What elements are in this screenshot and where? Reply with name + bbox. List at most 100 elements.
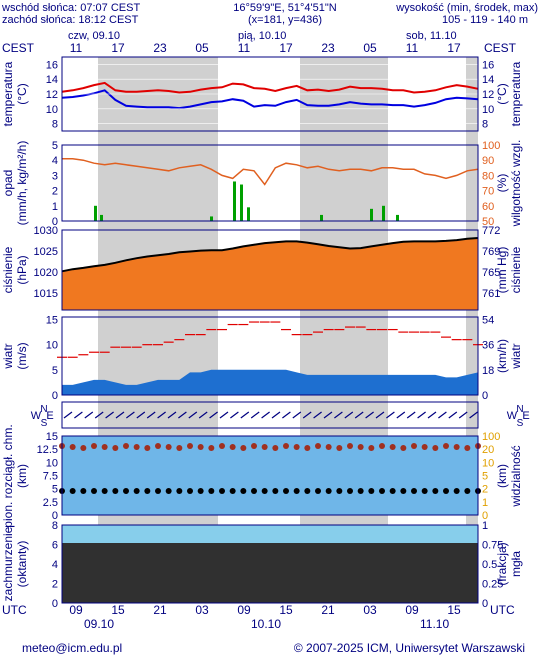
wind-arrow (365, 411, 374, 419)
cloud-base-dot (368, 488, 375, 494)
wind-arrow (230, 411, 239, 419)
cloud-base-dot (400, 488, 407, 494)
wind-arrow (209, 411, 218, 419)
ylabel-right: (%) (495, 174, 509, 193)
bottom-hour-label: 09 (69, 603, 83, 617)
cloud-top-dot (144, 445, 151, 451)
cloud-base-dot (91, 488, 97, 494)
date-label-1: czw, 09.10 (68, 30, 120, 42)
wind-arrow (250, 411, 260, 419)
wind-arrow (406, 411, 416, 419)
ylabel-left: wiatr (1, 343, 15, 369)
ylabel-left: pion. rozciągł. chm. (1, 424, 15, 527)
cloud-top-dot (240, 445, 247, 451)
ylabel-left: opad (1, 170, 15, 197)
top-hour-label: 11 (238, 41, 251, 55)
pressure-tick-hpa: 1030 (34, 225, 58, 237)
bottom-tz-right: UTC (490, 603, 515, 617)
wind-tick-ms: 5 (52, 365, 58, 377)
cloud-top-dot (208, 445, 215, 451)
night-band (98, 57, 218, 603)
wind-dir-e: E (46, 410, 53, 422)
precip-bar (94, 205, 97, 221)
top-hour-label: 05 (363, 41, 377, 55)
wind-arrow (469, 411, 478, 419)
fog-tick: 0.75 (482, 540, 503, 552)
fog-tick: 0 (482, 598, 488, 610)
top-hour-label: 11 (406, 41, 419, 55)
pressure-area (62, 238, 478, 310)
top-time-axis: CEST CEST czw, 09.10 pią, 10.10 sob, 11.… (2, 30, 517, 55)
ylabel-right: (°C) (495, 83, 509, 104)
cloud-top-dot (176, 445, 183, 451)
cloud-base-dot (261, 488, 268, 494)
precip-tick: 5 (52, 140, 58, 152)
cloud-vis-bg (62, 436, 478, 515)
cloud-top-dot (91, 443, 97, 449)
cloud-base-dot (432, 488, 439, 494)
temp-tick-right: 8 (482, 119, 488, 131)
cloud-top-dot (379, 443, 385, 449)
wind-tick-kmh: 18 (482, 365, 494, 377)
cloud-tick: 2.5 (43, 497, 58, 509)
visibility-tick: 2 (482, 484, 488, 496)
cloud-top-dot (261, 444, 268, 450)
footer-email[interactable]: meteo@icm.edu.pl (22, 641, 122, 655)
ylabel-left: (m/s) (15, 342, 29, 369)
wind-arrow (292, 411, 302, 419)
cloud-top-dot (421, 444, 428, 450)
cloud-tick: 15 (46, 431, 58, 443)
cloud-top-dot (357, 444, 364, 450)
ylabel-right: ciśnienie (509, 246, 523, 293)
cloud-base-dot (133, 488, 140, 494)
top-hour-label: 17 (279, 41, 293, 55)
cloud-base-dot (336, 488, 343, 494)
wind-dir-n-right: N (516, 404, 523, 415)
cloud-top-dot (219, 443, 225, 449)
wind-arrow (136, 411, 146, 419)
wind-arrow (188, 411, 198, 419)
precip-tick: 1 (52, 201, 58, 213)
cloud-top-dot (187, 443, 193, 449)
sunset-text: zachód słońca: 18:12 CEST (2, 14, 139, 26)
wind-dir-s: S (41, 418, 48, 429)
wind-arrow (240, 411, 250, 419)
wind-dir-n: N (40, 404, 47, 415)
pressure-tick-mmhg: 765 (482, 267, 500, 279)
temperature-panel (61, 56, 479, 132)
precip-panel (61, 144, 479, 222)
bottom-hour-label: 03 (363, 603, 377, 617)
precip-tick: 4 (52, 155, 58, 167)
cloud-base-dot (443, 488, 449, 494)
ylabel-right: (mm Hg) (495, 247, 509, 294)
date-label-2: pią, 10.10 (238, 30, 286, 42)
cloud-top-dot (272, 445, 279, 451)
cloud-top-dot (123, 443, 129, 449)
cloud-base-dot (421, 488, 428, 494)
cloud-top-dot (304, 445, 311, 451)
cloud-top-dot (368, 445, 375, 451)
cloud-top-dot (325, 444, 332, 450)
cloud-base-dot (411, 488, 417, 494)
cloud-top-dot (80, 445, 87, 451)
top-tz-right: CEST (484, 41, 517, 55)
wind-arrow (417, 411, 426, 419)
ylabel-left: (mm/h, kg/m²/h) (15, 141, 29, 226)
pressure-panel (61, 229, 479, 311)
humidity-tick: 50 (482, 216, 494, 228)
humidity-line (62, 157, 479, 186)
temperature-line (61, 81, 479, 94)
cloud-base-dot (464, 488, 471, 494)
wind-arrow (282, 411, 291, 419)
cloudiness-tick: 0 (52, 598, 58, 610)
ylabel-left: ciśnienie (1, 246, 15, 293)
ylabel-right: (frakcja) (495, 542, 509, 585)
cloud-top-dot (133, 444, 140, 450)
wind-arrow (448, 411, 458, 419)
cloud-base-dot (165, 488, 172, 494)
night-band (466, 57, 478, 603)
pressure-tick-hpa: 1015 (34, 288, 58, 300)
cloud-base-dot (453, 488, 460, 494)
ylabel-left: (km) (15, 464, 29, 488)
wind-arrow (146, 411, 156, 419)
